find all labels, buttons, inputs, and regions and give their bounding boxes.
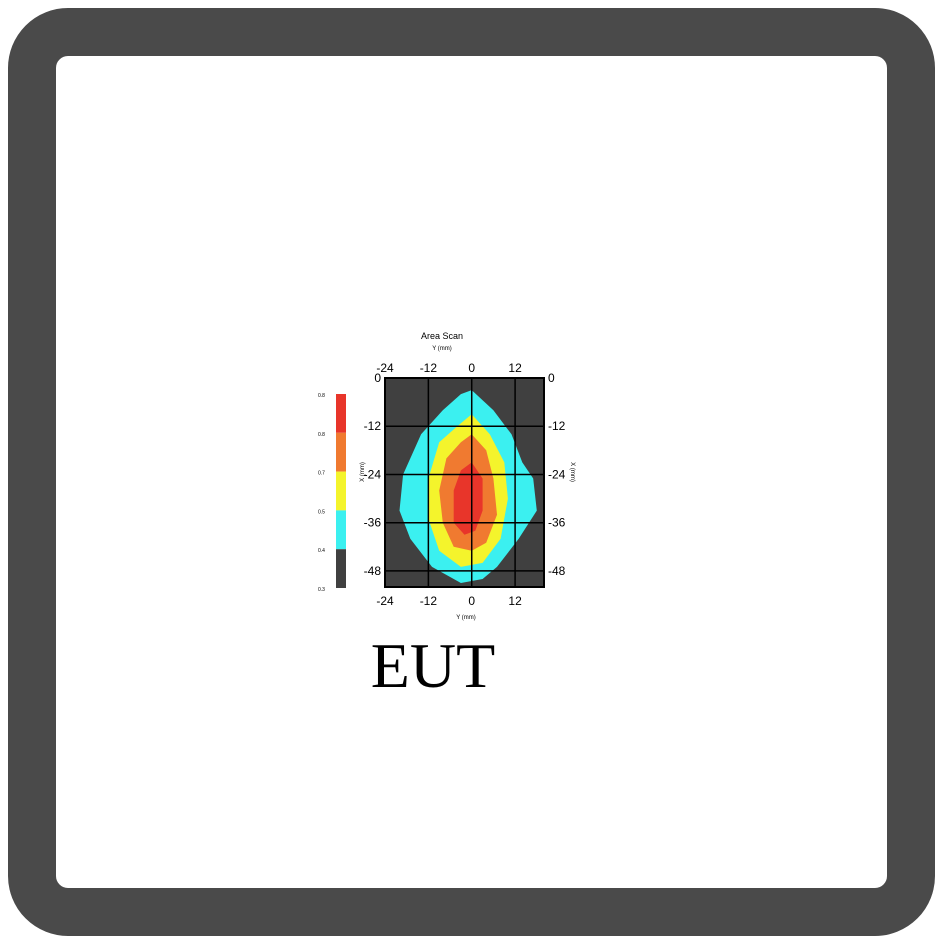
x-tick-label-top: -24 <box>376 361 394 375</box>
x-tick-label-top: 0 <box>468 361 475 375</box>
y-tick-label-left: -24 <box>364 467 382 481</box>
y-tick-label-right: -24 <box>548 467 566 481</box>
legend-swatch <box>336 549 346 588</box>
legend-swatch <box>336 510 346 550</box>
contour-level-4 <box>453 462 483 535</box>
eut-label: EUT <box>370 630 496 701</box>
x-tick-label-bottom: 0 <box>468 594 475 608</box>
y-tick-label-left: -36 <box>364 516 382 530</box>
legend-level-label: 0.3 <box>318 587 325 593</box>
y-tick-label-left: -12 <box>364 419 382 433</box>
legend-swatch <box>336 471 346 511</box>
plot-border <box>384 377 545 588</box>
tick-labels: -24 -24 -12 -12 0 0 12 12 0 0 -12 -12 -24 -24 -36 -36 -4… <box>364 361 566 608</box>
legend-swatch <box>336 432 346 472</box>
x-axis-label-top: Y (mm) <box>432 346 452 352</box>
y-tick-label-right: 0 <box>548 371 555 385</box>
x-tick-label-top: 12 <box>508 361 522 375</box>
y-tick-label-left: 0 <box>374 371 381 385</box>
y-tick-label-right: -12 <box>548 419 566 433</box>
x-tick-label-bottom: 12 <box>508 594 522 608</box>
y-tick-label-right: -48 <box>548 564 566 578</box>
chart-title: Area Scan <box>421 331 463 341</box>
color-legend: 0.8 0.8 0.7 0.5 0.4 0.3 <box>318 393 346 593</box>
legend-level-label: 0.4 <box>318 548 325 554</box>
y-axis-label-right: X (mm) <box>569 462 575 482</box>
legend-level-label: 0.7 <box>318 471 325 477</box>
legend-level-label: 0.8 <box>318 432 325 438</box>
x-tick-label-top: -12 <box>420 361 438 375</box>
area-scan-chart: 0.8 0.8 0.7 0.5 0.4 0.3 Area Scan Y (mm) -24-… <box>300 328 600 633</box>
y-tick-label-right: -36 <box>548 516 566 530</box>
legend-swatch <box>336 394 346 433</box>
legend-level-label: 0.5 <box>318 509 325 515</box>
y-axis-label-left: X (mm) <box>360 462 366 482</box>
x-axis-label-bottom: Y (mm) <box>456 615 476 621</box>
x-tick-label-bottom: -24 <box>376 594 394 608</box>
x-tick-label-bottom: -12 <box>420 594 438 608</box>
area-scan-svg: 0.80.80.70.50.40.3 Area Scan Y (mm) -24-… <box>318 331 575 621</box>
legend-level-label: 0.8 <box>318 393 325 399</box>
contour-layers <box>399 390 537 583</box>
y-tick-label-left: -48 <box>364 564 382 578</box>
